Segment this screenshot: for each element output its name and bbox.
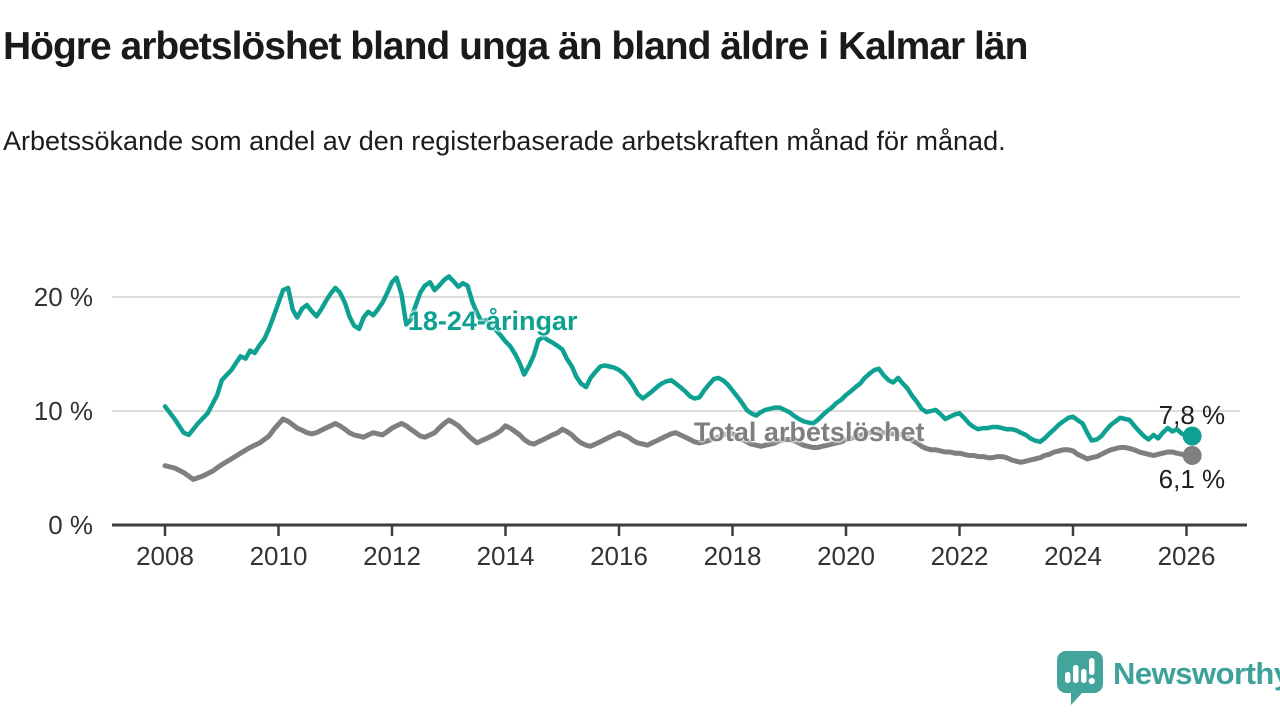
- series-end-dot-total: [1182, 445, 1202, 465]
- y-axis-tick-label: 0 %: [48, 510, 93, 540]
- page-title: Högre arbetslöshet bland unga än bland ä…: [3, 25, 1028, 68]
- chart-subtitle: Arbetssökande som andel av den registerb…: [3, 126, 1006, 156]
- series-label-total: Total arbetslöshet: [693, 416, 925, 447]
- brand-name: Newsworthy: [1113, 656, 1280, 691]
- x-axis-tick-label: 2026: [1157, 541, 1216, 571]
- bar-chart-speech-bubble-icon: [1056, 650, 1104, 711]
- series-label-youth: 18-24-åringar: [407, 306, 578, 337]
- x-axis-tick-label: 2010: [249, 541, 308, 571]
- x-axis-tick-label: 2022: [930, 541, 989, 571]
- newsworthy-logo[interactable]: Newsworthy: [1056, 650, 1280, 711]
- series-end-dot-youth: [1182, 426, 1202, 446]
- x-axis-tick-label: 2020: [817, 541, 875, 571]
- y-axis-tick-label: 20 %: [33, 282, 93, 312]
- x-axis-tick-label: 2018: [703, 541, 762, 571]
- y-axis-tick-label: 10 %: [33, 396, 93, 426]
- x-axis-tick-label: 2024: [1044, 541, 1102, 571]
- series-end-value-youth: 7,8 %: [1158, 400, 1226, 431]
- series-end-value-total: 6,1 %: [1158, 464, 1226, 495]
- series-line-youth: [162, 274, 1195, 445]
- x-axis-tick-label: 2008: [136, 541, 194, 571]
- series-line-total: [162, 416, 1195, 482]
- x-axis-tick-label: 2012: [363, 541, 421, 571]
- x-axis-tick-label: 2016: [590, 541, 648, 571]
- x-axis-tick-label: 2014: [476, 541, 535, 571]
